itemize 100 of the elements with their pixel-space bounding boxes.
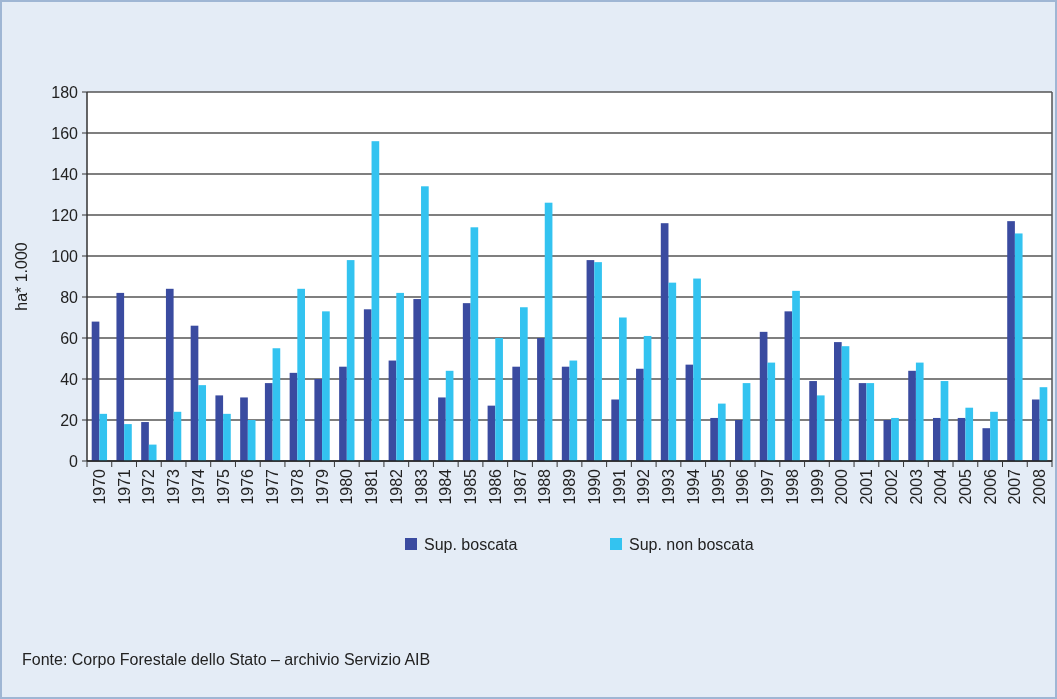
- x-tick-label: 1985: [462, 468, 480, 505]
- bar: [866, 383, 875, 461]
- x-tick-label: 1976: [239, 468, 257, 505]
- bar: [668, 282, 677, 461]
- x-tick-label: 1994: [684, 468, 702, 505]
- x-tick-label: 1973: [165, 468, 183, 505]
- bar: [322, 311, 330, 461]
- x-tick-label: 2001: [858, 468, 876, 505]
- source-note: Fonte: Corpo Forestale dello Stato – archivio Servizio AIB: [22, 651, 431, 668]
- x-tick-label: 1991: [610, 468, 628, 505]
- bar: [693, 278, 701, 461]
- bar: [124, 424, 132, 461]
- bar: [148, 444, 157, 461]
- bar: [438, 397, 446, 461]
- x-tick-label: 1993: [660, 468, 678, 505]
- bar: [982, 428, 991, 461]
- bar: [215, 395, 224, 461]
- bar: [891, 417, 899, 461]
- bar: [445, 370, 454, 461]
- x-tick-label: 1989: [561, 468, 579, 505]
- y-axis-title: ha* 1.000: [13, 242, 30, 311]
- bar: [165, 288, 174, 461]
- x-tick-label: 1987: [511, 468, 529, 505]
- x-tick-label: 2003: [907, 468, 925, 505]
- x-tick-label: 2006: [981, 468, 999, 505]
- bar: [915, 362, 924, 461]
- y-tick-label: 100: [51, 247, 79, 265]
- bar: [990, 411, 998, 461]
- bar: [363, 309, 372, 461]
- bar: [618, 317, 627, 461]
- bar: [272, 348, 281, 461]
- bar: [462, 303, 471, 461]
- bar: [388, 360, 397, 461]
- bar: [611, 399, 619, 461]
- bar: [116, 292, 125, 461]
- bar: [717, 403, 726, 461]
- x-tick-label: 2005: [957, 468, 974, 505]
- bar: [495, 338, 503, 461]
- bar: [264, 383, 273, 461]
- x-tick-label: 1998: [783, 468, 801, 505]
- bar: [421, 186, 429, 461]
- bar: [932, 417, 941, 461]
- bar: [537, 338, 545, 461]
- x-tick-label: 1979: [313, 468, 331, 505]
- x-tick-label: 1981: [363, 468, 381, 505]
- x-tick-label: 2002: [882, 468, 900, 505]
- bar: [883, 420, 892, 461]
- y-tick-label: 60: [60, 329, 79, 347]
- bar: [735, 420, 743, 461]
- bar: [586, 260, 595, 461]
- x-tick-label: 1999: [808, 468, 826, 505]
- x-tick-label: 1990: [585, 468, 603, 505]
- y-tick-label: 160: [51, 124, 79, 142]
- bar: [223, 413, 231, 461]
- bar: [371, 141, 380, 461]
- y-tick-label: 180: [51, 83, 79, 101]
- y-tick-label: 40: [60, 370, 79, 388]
- bar: [240, 397, 248, 461]
- bar: [908, 370, 916, 461]
- bar: [636, 368, 644, 461]
- bar: [190, 325, 199, 461]
- bar: [742, 383, 751, 461]
- bar: [816, 395, 825, 461]
- x-tick-label: 2000: [833, 468, 851, 505]
- bar: [767, 362, 776, 461]
- x-tick-label: 1980: [338, 468, 356, 505]
- bar: [685, 364, 694, 461]
- bar: [297, 288, 305, 461]
- bar: [346, 260, 355, 461]
- x-tick-label: 1988: [536, 468, 554, 505]
- x-tick-label: 1984: [437, 468, 455, 505]
- x-tick-label: 2007: [1006, 468, 1024, 505]
- y-tick-label: 20: [60, 411, 79, 429]
- x-tick-label: 1972: [140, 468, 158, 505]
- x-tick-label: 2008: [1031, 468, 1049, 505]
- bar: [141, 422, 149, 461]
- legend-label: Sup. non boscata: [629, 535, 754, 553]
- bar: [396, 292, 404, 461]
- x-tick-label: 1977: [264, 468, 282, 505]
- x-tick-label: 1982: [387, 468, 405, 505]
- bar: [99, 413, 108, 461]
- bar: [91, 321, 100, 461]
- bar: [858, 383, 867, 461]
- bar: [834, 342, 842, 461]
- bar: [660, 223, 669, 461]
- bar: [512, 366, 521, 461]
- x-tick-label: 1970: [90, 468, 108, 505]
- x-tick-label: 1992: [635, 468, 653, 505]
- bar: [809, 381, 817, 461]
- bar: [289, 372, 298, 461]
- x-tick-label: 1971: [115, 468, 133, 505]
- x-tick-label: 1986: [486, 468, 504, 505]
- y-tick-label: 120: [51, 206, 79, 224]
- bar: [520, 307, 528, 461]
- bar: [1039, 387, 1048, 461]
- y-tick-label: 0: [69, 452, 79, 470]
- x-tick-label: 1996: [734, 468, 752, 505]
- bar: [413, 299, 422, 461]
- bar: [841, 346, 850, 461]
- bar: [643, 335, 652, 461]
